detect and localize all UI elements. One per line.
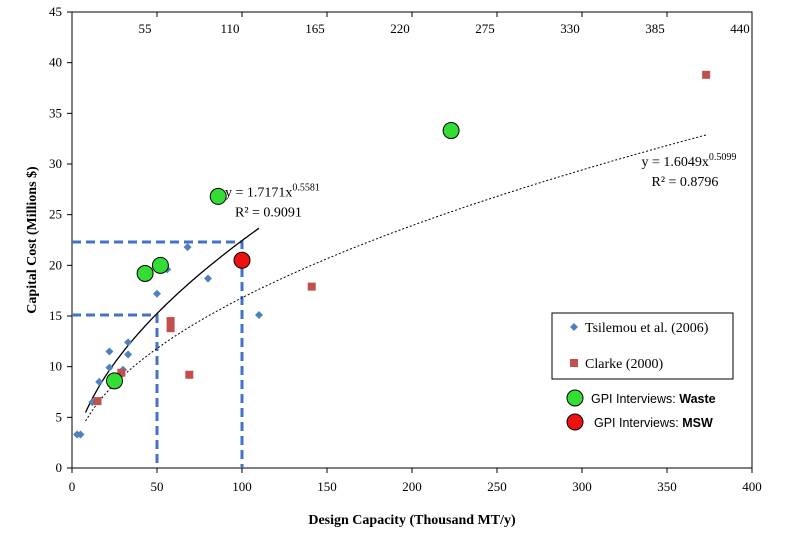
trendline-r-squared: R² = 0.8796	[652, 175, 719, 190]
top-tick-label: 110	[220, 21, 239, 36]
trendline-r-squared: R² = 0.9091	[235, 205, 302, 220]
reference-line	[72, 313, 159, 468]
top-tick-label: 220	[390, 21, 410, 36]
y-tick-label: 40	[49, 55, 62, 70]
x-tick-label: 400	[742, 479, 762, 494]
top-tick-label: 55	[139, 21, 152, 36]
point-gpi-waste	[209, 187, 227, 205]
top-tick-label: 385	[645, 21, 665, 36]
point-clarke	[166, 324, 175, 333]
top-tick-label: 275	[475, 21, 495, 36]
trendline-equation-base: y = 1.6049x	[642, 155, 709, 170]
point-gpi-msw	[233, 251, 251, 269]
y-tick-label: 45	[49, 4, 62, 19]
y-axis-title: Capital Cost (Millions $)	[25, 166, 40, 314]
point-clarke	[166, 317, 175, 326]
legend: Tsilemou et al. (2006) Clarke (2000) GPI…	[551, 312, 734, 431]
trendline-dotted	[85, 134, 707, 422]
y-tick-label: 10	[49, 359, 62, 374]
point-clarke	[93, 397, 102, 406]
point-tsilemou	[153, 289, 161, 298]
point-gpi-waste	[442, 122, 460, 140]
axes	[67, 11, 753, 473]
trendline-solid	[85, 227, 260, 413]
legend-label-gpi-msw: GPI Interviews: MSW	[594, 416, 713, 430]
reference-line	[72, 240, 244, 468]
data-points	[73, 70, 711, 439]
y-tick-label: 30	[49, 156, 62, 171]
legend-marker-gpi-waste	[566, 389, 584, 407]
trendline-equation: y = 1.6049x0.5099	[642, 152, 737, 170]
point-clarke	[307, 282, 316, 291]
x-tick-label: 300	[572, 479, 592, 494]
x-tick-label: 0	[69, 479, 76, 494]
legend-marker-clarke	[570, 359, 578, 367]
legend-label-gpi-waste-bold: Waste	[679, 392, 715, 406]
top-tick-label: 440	[730, 21, 750, 36]
point-tsilemou	[124, 338, 133, 347]
point-tsilemou	[76, 430, 85, 439]
point-gpi-waste	[136, 264, 154, 282]
point-tsilemou	[105, 363, 114, 372]
point-tsilemou	[183, 243, 192, 252]
point-tsilemou	[255, 310, 263, 319]
legend-label-tsilemou: Tsilemou et al. (2006)	[585, 321, 709, 336]
legend-label-gpi-waste-prefix: GPI Interviews:	[591, 392, 676, 406]
point-tsilemou	[204, 274, 212, 283]
x-tick-label: 200	[402, 479, 422, 494]
x-axis-title: Design Capacity (Thousand MT/y)	[308, 513, 516, 528]
reference-lines	[72, 240, 244, 468]
y-tick-label: 0	[56, 460, 63, 475]
trendlines	[85, 134, 707, 422]
point-clarke	[702, 70, 711, 79]
legend-box	[551, 312, 734, 380]
top-tick-label: 165	[305, 21, 325, 36]
y-tick-label: 15	[49, 308, 62, 323]
x-tick-label: 100	[232, 479, 252, 494]
trendline-equation-exponent: 0.5581	[292, 182, 320, 193]
legend-label-clarke: Clarke (2000)	[585, 357, 663, 372]
point-clarke	[117, 368, 126, 377]
point-gpi-waste	[151, 256, 169, 274]
legend-label-gpi-waste: GPI Interviews: Waste	[591, 392, 716, 406]
y-tick-label: 20	[49, 257, 62, 272]
point-tsilemou	[95, 377, 104, 386]
legend-marker-gpi-msw	[566, 413, 584, 431]
tick-labels: 0 50 100 150 200 250 300 350 400 0 5 10 15 20 25 30 35 40…	[49, 4, 762, 494]
y-tick-label: 25	[49, 207, 62, 222]
trendline-equation-exponent: 0.5099	[709, 152, 737, 163]
legend-label-gpi-msw-bold: MSW	[682, 416, 713, 430]
top-tick-label: 330	[560, 21, 580, 36]
legend-label-gpi-msw-prefix: GPI Interviews:	[594, 416, 679, 430]
trendline-equation: y = 1.7171x0.5581	[225, 182, 320, 200]
point-clarke	[185, 370, 194, 379]
x-tick-label: 350	[657, 479, 677, 494]
y-tick-label: 35	[49, 105, 62, 120]
point-tsilemou	[105, 347, 114, 356]
legend-marker-tsilemou	[570, 323, 578, 331]
x-tick-label: 250	[487, 479, 507, 494]
point-tsilemou	[124, 350, 133, 359]
point-gpi-waste	[106, 372, 123, 390]
trendline-equation-base: y = 1.7171x	[225, 185, 292, 200]
x-tick-label: 150	[317, 479, 337, 494]
x-tick-label: 50	[151, 479, 164, 494]
y-tick-label: 5	[56, 409, 63, 424]
